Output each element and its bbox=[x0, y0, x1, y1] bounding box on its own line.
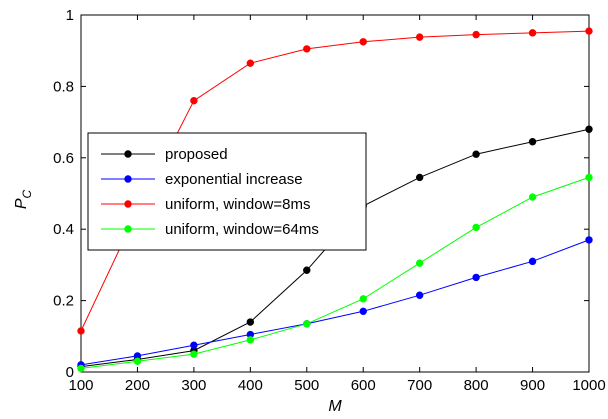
data-point bbox=[472, 150, 480, 158]
data-point bbox=[585, 27, 593, 35]
series-line bbox=[80, 176, 590, 369]
y-tick-label: 0.4 bbox=[53, 221, 74, 238]
x-tick-label: 700 bbox=[407, 377, 432, 394]
legend-item: exponential increase bbox=[101, 171, 303, 188]
data-point bbox=[246, 336, 255, 344]
data-point bbox=[190, 341, 198, 349]
data-point bbox=[246, 59, 255, 67]
data-point bbox=[528, 138, 537, 146]
axis-ticks: 100 200 300 400 500 600 700 800 900 1000 0 0.2 0.4 0.… bbox=[53, 7, 606, 394]
x-tick-label: 600 bbox=[351, 377, 376, 394]
series-3 bbox=[77, 173, 593, 373]
x-tick-label: 1000 bbox=[572, 377, 605, 394]
data-point bbox=[359, 307, 367, 316]
legend-swatch-marker bbox=[124, 175, 132, 183]
data-point bbox=[303, 45, 311, 53]
y-axis-label-main: P bbox=[13, 198, 30, 209]
x-axis-label: M bbox=[328, 398, 342, 415]
series-line bbox=[80, 239, 590, 366]
y-tick-label: 1 bbox=[66, 7, 74, 24]
legend-label: exponential increase bbox=[165, 171, 303, 188]
legend-item: uniform, window=8ms bbox=[101, 196, 310, 213]
legend-label: uniform, window=8ms bbox=[165, 196, 310, 213]
x-tick-label: 400 bbox=[238, 377, 263, 394]
data-point bbox=[77, 327, 85, 335]
legend-swatch-marker bbox=[124, 225, 132, 233]
data-point bbox=[190, 96, 198, 105]
data-point bbox=[415, 291, 424, 299]
x-tick-label: 500 bbox=[294, 377, 319, 394]
legend-item: proposed bbox=[101, 146, 228, 163]
legend: proposed exponential increase uniform, win… bbox=[87, 132, 367, 251]
legend-label: uniform, window=64ms bbox=[165, 221, 319, 238]
data-point bbox=[472, 223, 480, 232]
x-tick-label: 200 bbox=[125, 377, 150, 394]
data-point bbox=[472, 30, 480, 39]
data-point bbox=[528, 29, 537, 37]
y-tick-label: 0.8 bbox=[53, 78, 74, 95]
data-point bbox=[585, 236, 593, 244]
data-point bbox=[246, 318, 255, 326]
data-point bbox=[415, 33, 424, 41]
data-point bbox=[585, 173, 593, 182]
legend-item: uniform, window=64ms bbox=[101, 221, 319, 238]
data-point bbox=[359, 38, 367, 46]
legend-label: proposed bbox=[165, 146, 228, 163]
data-point bbox=[415, 259, 424, 267]
x-tick-label: 100 bbox=[68, 377, 93, 394]
data-point bbox=[303, 320, 311, 328]
legend-swatch-marker bbox=[124, 150, 132, 158]
data-point bbox=[77, 364, 85, 373]
data-point bbox=[190, 350, 198, 358]
data-point bbox=[133, 357, 142, 365]
x-tick-label: 900 bbox=[520, 377, 545, 394]
x-tick-label: 800 bbox=[464, 377, 489, 394]
data-point bbox=[303, 266, 311, 274]
y-axis-label-subscript: C bbox=[20, 190, 34, 199]
y-tick-label: 0.6 bbox=[53, 150, 74, 167]
y-axis-label: PC bbox=[13, 190, 34, 210]
x-tick-label: 300 bbox=[181, 377, 206, 394]
data-point bbox=[528, 193, 537, 201]
legend-box bbox=[87, 132, 367, 251]
legend-swatch-marker bbox=[124, 200, 132, 208]
data-point bbox=[585, 125, 593, 133]
data-point bbox=[528, 257, 537, 266]
data-point bbox=[472, 273, 480, 282]
y-tick-label: 0 bbox=[66, 364, 74, 381]
y-tick-label: 0.2 bbox=[53, 293, 74, 310]
data-point bbox=[415, 173, 424, 182]
data-point bbox=[359, 295, 367, 303]
